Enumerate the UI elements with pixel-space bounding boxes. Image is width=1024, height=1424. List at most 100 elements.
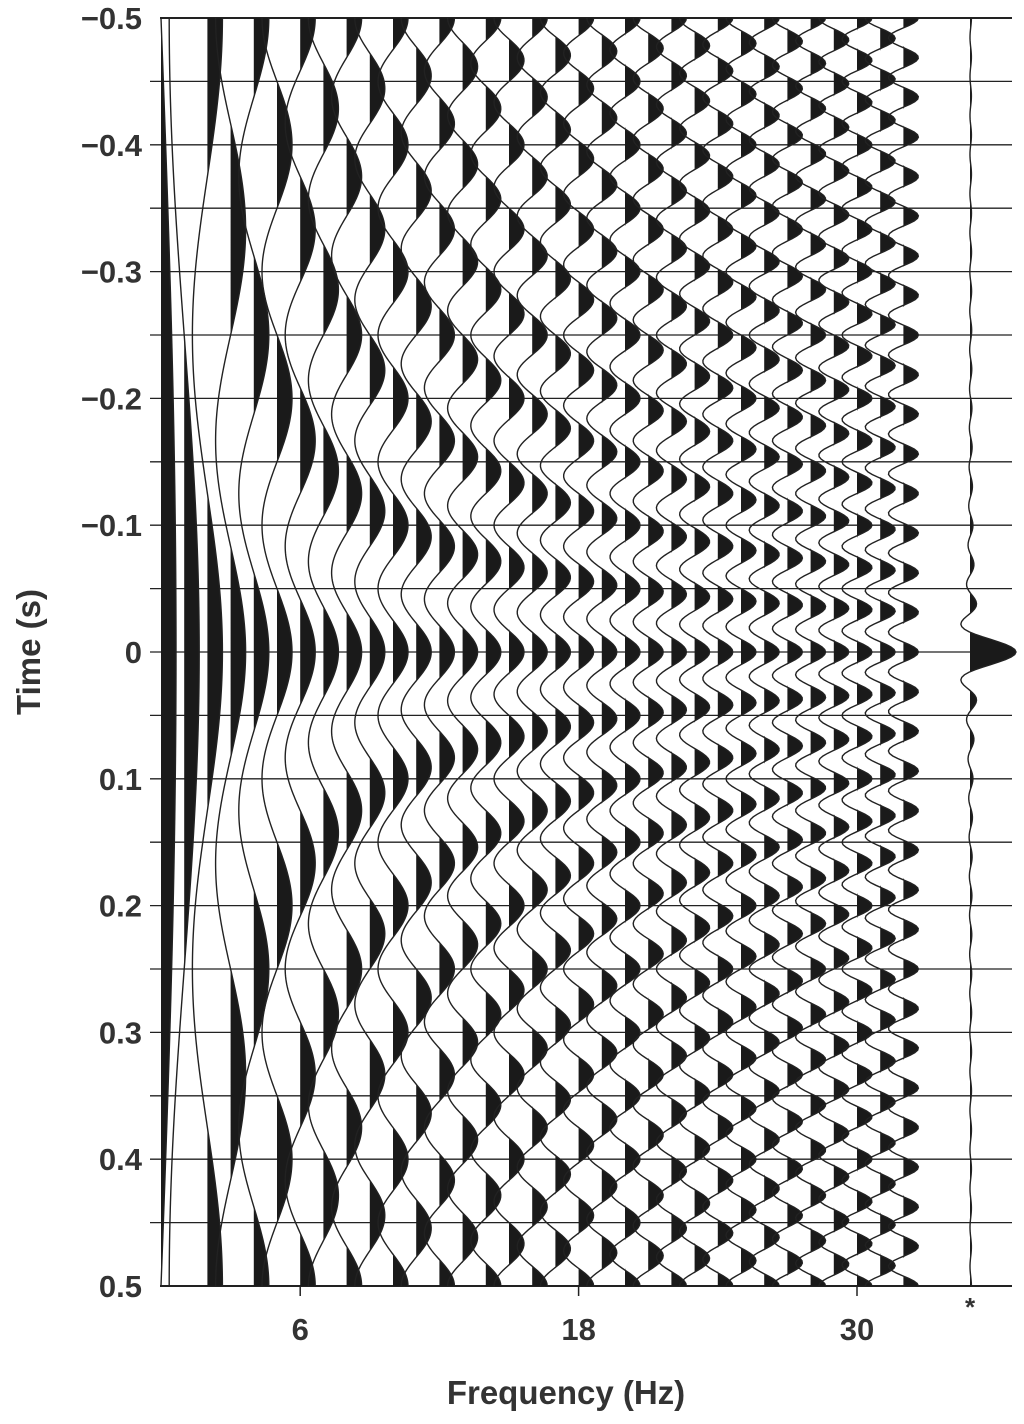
x-axis-label: Frequency (Hz) bbox=[447, 1374, 685, 1411]
trace-wiggle bbox=[609, 17, 641, 1287]
trace-fill bbox=[787, 18, 803, 1286]
trace-32hz bbox=[887, 17, 920, 1287]
trace-wiggle bbox=[168, 18, 200, 1286]
trace-fill bbox=[346, 18, 362, 1286]
trace-fill bbox=[323, 18, 339, 1286]
trace-fill bbox=[207, 18, 223, 1286]
trace-16hz bbox=[516, 17, 548, 1287]
trace-wiggle bbox=[818, 17, 850, 1287]
trace-wiggle bbox=[887, 17, 920, 1287]
trace-wiggle bbox=[794, 17, 827, 1287]
y-tick-label: 0.4 bbox=[99, 1142, 143, 1177]
trace-wiggle bbox=[191, 18, 224, 1286]
trace-fill bbox=[880, 18, 896, 1286]
trace-13hz bbox=[446, 17, 479, 1287]
trace-fill bbox=[509, 18, 524, 1286]
trace-4hz bbox=[238, 17, 270, 1287]
trace-wiggle bbox=[261, 17, 293, 1287]
trace-wiggle bbox=[400, 17, 432, 1287]
trace-wiggle bbox=[748, 17, 780, 1287]
trace-fill bbox=[393, 18, 408, 1286]
trace-fill bbox=[439, 18, 455, 1286]
trace-wiggle bbox=[470, 17, 502, 1287]
trace-wiggle bbox=[160, 17, 177, 1287]
trace-wiggle bbox=[307, 17, 340, 1287]
trace-wiggle bbox=[655, 17, 688, 1287]
y-tick-label: −0.3 bbox=[81, 255, 142, 290]
trace-wiggle bbox=[960, 17, 1017, 1287]
trace-25hz bbox=[725, 17, 757, 1287]
trace-wiggle bbox=[678, 17, 711, 1287]
trace-fill bbox=[857, 18, 872, 1286]
y-tick-label: 0.2 bbox=[99, 889, 142, 924]
trace-31hz bbox=[864, 17, 896, 1287]
trace-fill bbox=[694, 18, 710, 1286]
trace-fill bbox=[253, 18, 269, 1286]
trace-wiggle bbox=[330, 17, 363, 1287]
trace-fill bbox=[369, 18, 385, 1286]
trace-14hz bbox=[470, 17, 502, 1287]
y-tick-label: 0.5 bbox=[99, 1269, 142, 1304]
y-tick-label: −0.1 bbox=[81, 508, 142, 543]
trace-1hz bbox=[168, 18, 200, 1286]
y-tick-label: 0.3 bbox=[99, 1015, 142, 1050]
y-tick-labels: −0.5 −0.4 −0.3 −0.2 −0.1 0 0.1 0.2 0.3 0.4 0.5 bbox=[81, 1, 143, 1304]
trace-8hz bbox=[330, 17, 363, 1287]
trace-fill bbox=[833, 18, 849, 1286]
y-tick-label: 0 bbox=[125, 635, 142, 670]
trace-fill bbox=[230, 18, 246, 1286]
trace-fill bbox=[903, 18, 919, 1286]
trace-10hz bbox=[377, 17, 409, 1287]
trace-fill bbox=[601, 18, 617, 1286]
sum-trace-label: * bbox=[965, 1292, 976, 1322]
trace-wiggle bbox=[516, 17, 548, 1287]
x-tick-label: 18 bbox=[561, 1312, 595, 1347]
trace-fill bbox=[970, 18, 1016, 1286]
trace-fill bbox=[184, 18, 200, 1286]
trace-5hz bbox=[261, 17, 293, 1287]
x-tick-label: 30 bbox=[840, 1312, 874, 1347]
y-tick-label: −0.4 bbox=[81, 128, 143, 163]
trace-fill bbox=[578, 18, 594, 1286]
trace-fill bbox=[648, 18, 664, 1286]
trace-2hz bbox=[191, 18, 224, 1286]
trace-26hz bbox=[748, 17, 780, 1287]
trace-fill bbox=[532, 18, 548, 1286]
y-tick-label: −0.2 bbox=[81, 381, 142, 416]
trace-fill bbox=[416, 18, 432, 1286]
trace-fill bbox=[485, 18, 501, 1286]
trace-fill bbox=[555, 18, 571, 1286]
trace-fill bbox=[625, 18, 640, 1286]
trace-fill bbox=[810, 18, 826, 1286]
sum-trace bbox=[960, 17, 1017, 1287]
trace-fill bbox=[277, 18, 292, 1286]
traces bbox=[160, 17, 1017, 1287]
trace-wiggle bbox=[377, 17, 409, 1287]
trace-fill bbox=[161, 18, 176, 1286]
trace-wiggle bbox=[539, 17, 572, 1287]
trace-fill bbox=[462, 18, 478, 1286]
trace-22hz bbox=[655, 17, 688, 1287]
trace-wiggle bbox=[725, 17, 757, 1287]
y-axis-label: Time (s) bbox=[10, 589, 47, 715]
x-tick-label: 6 bbox=[292, 1312, 309, 1347]
y-tick-label: −0.5 bbox=[81, 1, 142, 36]
x-tick-labels: 6 18 30 bbox=[292, 1286, 874, 1347]
trace-fill bbox=[671, 18, 687, 1286]
trace-fill bbox=[764, 18, 780, 1286]
trace-fill bbox=[741, 18, 756, 1286]
trace-fill bbox=[717, 18, 733, 1286]
trace-17hz bbox=[539, 17, 572, 1287]
trace-wiggle bbox=[864, 17, 896, 1287]
y-tick-label: 0.1 bbox=[99, 762, 142, 797]
trace-wiggle bbox=[586, 17, 618, 1287]
trace-28hz bbox=[794, 17, 827, 1287]
trace-wiggle bbox=[238, 17, 270, 1287]
trace-20hz bbox=[609, 17, 641, 1287]
trace-11hz bbox=[400, 17, 432, 1287]
trace-7hz bbox=[307, 17, 340, 1287]
trace-0hz bbox=[160, 17, 177, 1287]
trace-19hz bbox=[586, 17, 618, 1287]
trace-wiggle bbox=[446, 17, 479, 1287]
